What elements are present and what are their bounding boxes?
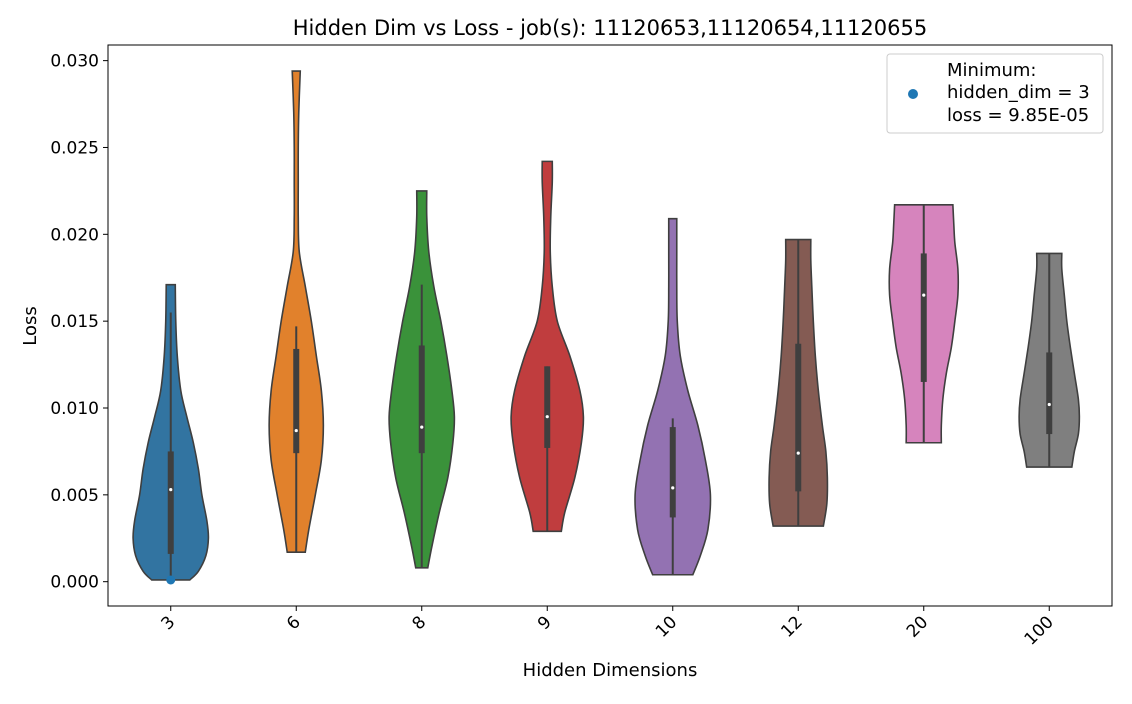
y-tick-label: 0.015 bbox=[50, 312, 99, 332]
legend-line-3: loss = 9.85E-05 bbox=[947, 105, 1089, 126]
y-tick-label: 0.030 bbox=[50, 52, 99, 72]
chart-title: Hidden Dim vs Loss - job(s): 11120653,11… bbox=[293, 16, 927, 40]
x-tick-label: 8 bbox=[408, 612, 430, 634]
x-tick-label: 10 bbox=[652, 612, 681, 641]
median-point-6 bbox=[294, 428, 298, 433]
median-point-100 bbox=[1047, 402, 1051, 407]
minimum-point bbox=[166, 575, 176, 585]
median-point-10 bbox=[671, 486, 675, 490]
y-tick-label: 0.025 bbox=[50, 138, 99, 158]
violin-10 bbox=[634, 217, 712, 576]
y-tick-label: 0.005 bbox=[50, 486, 99, 506]
x-tick-label: 9 bbox=[534, 612, 556, 634]
x-tick-label: 3 bbox=[157, 612, 179, 634]
y-tick-label: 0.010 bbox=[50, 399, 99, 419]
legend: Minimum: hidden_dim = 3 loss = 9.85E-05 bbox=[886, 53, 1104, 134]
iqr-box-9 bbox=[544, 366, 551, 448]
x-axis: 3 6 8 9 10 12 20 100 bbox=[157, 606, 1058, 649]
iqr-box-10 bbox=[669, 427, 676, 518]
x-tick-label: 6 bbox=[283, 612, 305, 634]
x-axis-label: Hidden Dimensions bbox=[523, 660, 698, 681]
violin-9 bbox=[510, 160, 585, 533]
median-point-9 bbox=[545, 415, 549, 419]
x-tick-label: 100 bbox=[1021, 612, 1058, 649]
median-point-3 bbox=[169, 488, 173, 492]
legend-marker bbox=[908, 89, 918, 99]
iqr-box-100 bbox=[1046, 352, 1053, 435]
iqr-box-6 bbox=[293, 348, 300, 454]
legend-line-1: Minimum: bbox=[947, 60, 1036, 81]
median-point-8 bbox=[420, 425, 424, 429]
legend-box bbox=[886, 53, 1104, 134]
legend-line-2: hidden_dim = 3 bbox=[947, 82, 1090, 103]
violins-layer bbox=[132, 70, 1081, 581]
boxes-layer bbox=[167, 204, 1053, 580]
y-axis-label: Loss bbox=[20, 306, 41, 345]
y-tick-label: 0.000 bbox=[50, 573, 99, 593]
iqr-box-12 bbox=[795, 343, 802, 492]
y-axis: 0.000 0.005 0.010 0.015 0.020 0.025 0.030 bbox=[50, 52, 108, 593]
iqr-box-20 bbox=[920, 253, 927, 382]
median-point-12 bbox=[796, 451, 800, 455]
violin-6 bbox=[268, 70, 325, 553]
iqr-box-3 bbox=[167, 451, 174, 554]
x-tick-label: 12 bbox=[777, 612, 806, 641]
iqr-box-8 bbox=[418, 345, 425, 454]
x-tick-label: 20 bbox=[903, 612, 932, 641]
plot-area-frame bbox=[107, 44, 1113, 607]
highlight-layer bbox=[166, 575, 176, 585]
median-point-20 bbox=[922, 293, 926, 297]
y-tick-label: 0.020 bbox=[50, 225, 99, 245]
